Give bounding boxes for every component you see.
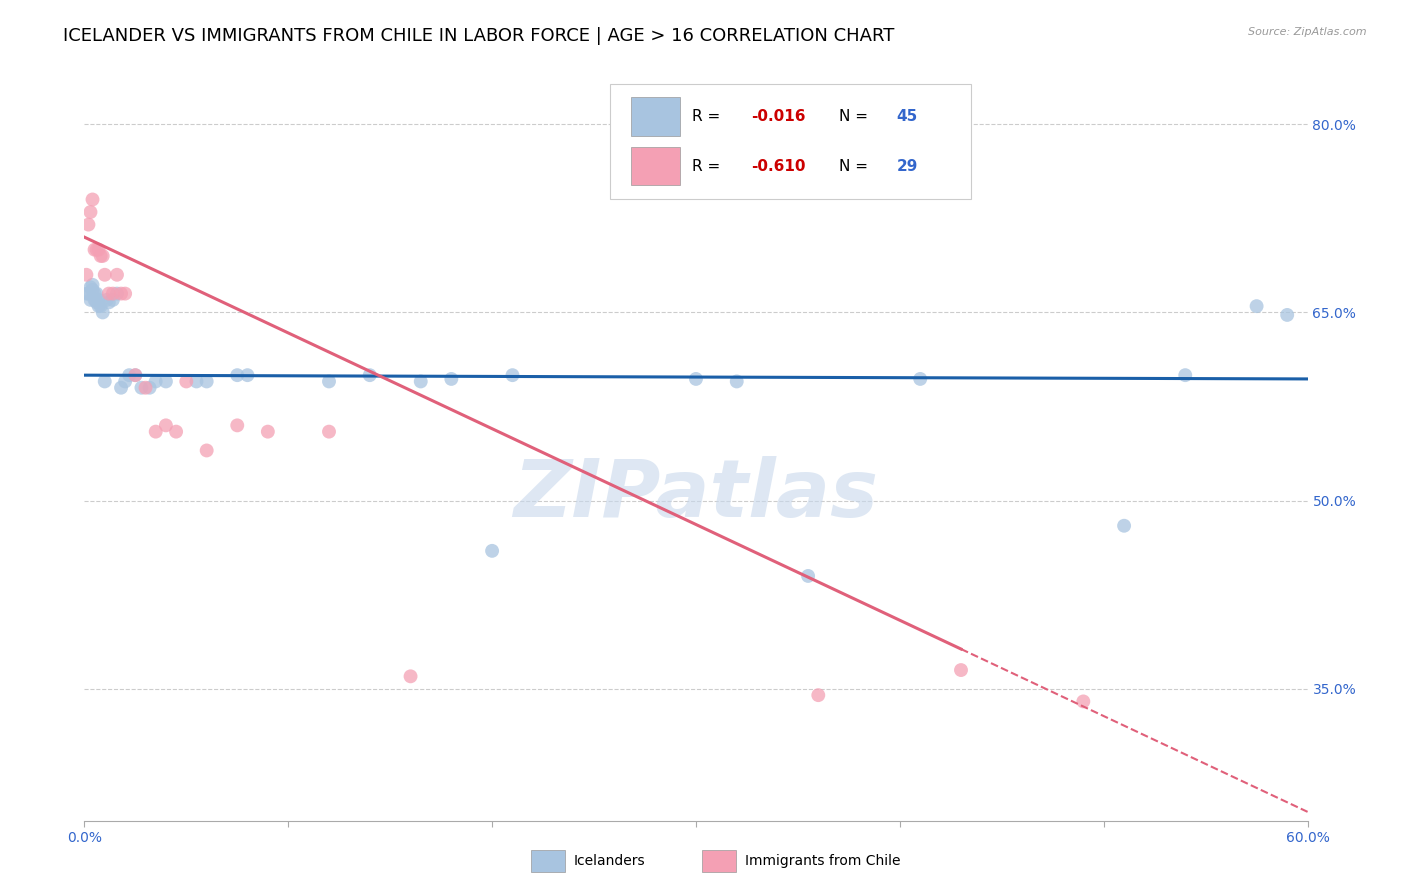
Point (910, 372, 932, 386)
FancyBboxPatch shape (631, 147, 681, 186)
Text: ZIPatlas: ZIPatlas (513, 456, 879, 534)
Point (195, 443, 218, 458)
Text: N =: N = (839, 159, 873, 174)
Point (502, 368, 524, 383)
Point (86, 243, 108, 257)
Point (685, 372, 707, 386)
Point (226, 368, 249, 383)
Point (90, 249, 112, 263)
Point (79, 280, 101, 294)
Point (1073, 694, 1095, 708)
Point (155, 418, 177, 433)
Text: 45: 45 (897, 109, 918, 124)
Point (79, 205, 101, 219)
Point (114, 286, 136, 301)
Point (226, 418, 249, 433)
Text: R =: R = (692, 159, 725, 174)
Text: -0.610: -0.610 (751, 159, 806, 174)
Point (807, 688, 830, 702)
Point (138, 381, 160, 395)
Point (114, 375, 136, 389)
Point (82, 277, 104, 292)
Point (797, 569, 820, 583)
Point (77, 218, 100, 232)
Point (399, 669, 422, 683)
Point (75, 268, 97, 282)
Point (83, 293, 105, 307)
Point (110, 286, 132, 301)
FancyBboxPatch shape (610, 84, 972, 199)
Point (82, 193, 104, 207)
Point (725, 375, 748, 389)
Text: R =: R = (692, 109, 725, 124)
Point (97, 295, 120, 310)
Point (87, 299, 110, 313)
Point (174, 375, 197, 389)
Point (86, 295, 108, 310)
Point (124, 368, 146, 383)
Point (101, 286, 124, 301)
Point (145, 375, 167, 389)
Point (409, 375, 432, 389)
Text: Icelanders: Icelanders (574, 855, 645, 868)
Text: -0.016: -0.016 (751, 109, 806, 124)
Point (257, 425, 280, 439)
Point (359, 368, 381, 383)
Text: Source: ZipAtlas.com: Source: ZipAtlas.com (1249, 27, 1367, 37)
Point (105, 268, 128, 282)
Point (91, 305, 114, 319)
Point (90, 299, 112, 313)
Point (87, 293, 110, 307)
Point (97, 286, 120, 301)
Point (86, 286, 108, 301)
Point (110, 381, 132, 395)
Point (93, 268, 115, 282)
Point (186, 375, 208, 389)
Point (83, 243, 105, 257)
Point (318, 425, 340, 439)
Point (118, 368, 141, 383)
Point (1277, 308, 1299, 322)
Point (481, 544, 503, 558)
Point (96, 293, 118, 307)
Point (87, 243, 110, 257)
Text: 29: 29 (897, 159, 918, 174)
Point (75, 286, 97, 301)
Point (83, 286, 105, 301)
Point (82, 283, 104, 297)
Point (318, 375, 340, 389)
Point (91, 249, 114, 263)
Point (124, 368, 146, 383)
Point (1174, 368, 1197, 383)
Point (195, 375, 218, 389)
Point (236, 368, 259, 383)
FancyBboxPatch shape (631, 97, 681, 136)
FancyBboxPatch shape (531, 850, 565, 872)
Point (93, 375, 115, 389)
Text: ICELANDER VS IMMIGRANTS FROM CHILE IN LABOR FORCE | AGE > 16 CORRELATION CHART: ICELANDER VS IMMIGRANTS FROM CHILE IN LA… (63, 27, 894, 45)
Point (105, 286, 128, 301)
Point (145, 425, 167, 439)
Point (1114, 518, 1136, 533)
Point (101, 293, 124, 307)
Text: N =: N = (839, 109, 873, 124)
Point (79, 293, 101, 307)
Text: Immigrants from Chile: Immigrants from Chile (745, 855, 900, 868)
Point (165, 425, 187, 439)
Point (440, 372, 463, 386)
Point (1246, 299, 1268, 313)
Point (135, 381, 157, 395)
Point (155, 375, 177, 389)
FancyBboxPatch shape (702, 850, 737, 872)
Point (131, 381, 153, 395)
Point (950, 663, 973, 677)
Point (77, 286, 100, 301)
